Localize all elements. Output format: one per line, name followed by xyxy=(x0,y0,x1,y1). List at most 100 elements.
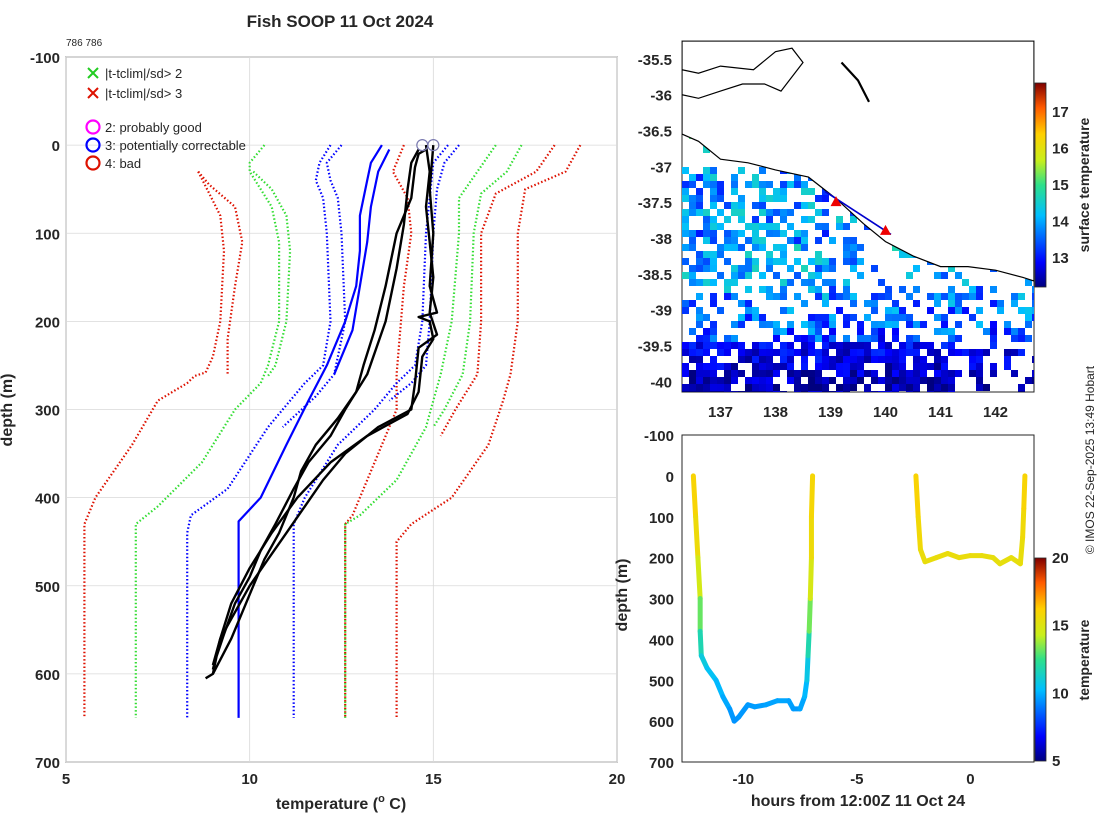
map-sst-pixel xyxy=(801,300,808,307)
map-sst-pixel xyxy=(899,363,906,370)
ts-ytick-label: 400 xyxy=(649,632,674,649)
map-sst-pixel xyxy=(752,384,759,391)
map-sst-pixel xyxy=(913,265,920,272)
map-sst-pixel xyxy=(724,391,731,392)
ts-segment-drop_1 xyxy=(804,653,811,683)
map-sst-pixel xyxy=(773,195,780,202)
sst-map: 137 138 139 140 141 142 -35.5 -36 -36.5 -37 -37.5 -… xyxy=(638,40,1092,421)
map-sst-pixel xyxy=(815,265,822,272)
map-sst-pixel xyxy=(822,230,829,237)
map-sst-pixel xyxy=(1004,321,1011,328)
map-sst-pixel xyxy=(745,223,752,230)
map-sst-pixel xyxy=(787,321,794,328)
ts-ylabel: depth (m) xyxy=(614,559,631,632)
map-sst-pixel xyxy=(703,258,710,265)
map-sst-pixel xyxy=(689,377,696,384)
map-sst-pixel xyxy=(836,216,843,223)
map-sst-pixel xyxy=(1025,314,1032,321)
map-sst-pixel xyxy=(682,370,689,377)
map-sst-pixel xyxy=(878,391,885,392)
map-sst-pixel xyxy=(745,251,752,258)
map-sst-pixel xyxy=(962,293,969,300)
map-sst-pixel xyxy=(710,230,717,237)
map-sst-pixel xyxy=(1011,370,1018,377)
map-sst-pixel xyxy=(759,167,766,174)
map-sst-pixel xyxy=(997,300,1004,307)
map-sst-pixel xyxy=(829,391,836,392)
map-sst-pixel xyxy=(689,391,696,392)
map-sst-pixel xyxy=(731,342,738,349)
map-colorbar-tick: 15 xyxy=(1052,177,1069,194)
map-sst-pixel xyxy=(822,377,829,384)
map-colorbar-label: surface temperature xyxy=(1076,117,1092,252)
map-sst-pixel xyxy=(815,328,822,335)
map-sst-pixel xyxy=(983,328,990,335)
map-sst-pixel xyxy=(738,349,745,356)
map-sst-pixel xyxy=(696,391,703,392)
map-sst-pixel xyxy=(766,384,773,391)
map-sst-pixel xyxy=(724,370,731,377)
map-sst-pixel xyxy=(808,321,815,328)
legend-label: 3: potentially correctable xyxy=(105,138,246,153)
map-sst-pixel xyxy=(773,335,780,342)
map-sst-pixel xyxy=(724,237,731,244)
map-sst-pixel xyxy=(815,286,822,293)
map-sst-pixel xyxy=(696,370,703,377)
map-sst-pixel xyxy=(927,349,934,356)
map-sst-pixel xyxy=(773,230,780,237)
map-sst-pixel xyxy=(1025,321,1032,328)
map-sst-pixel xyxy=(738,321,745,328)
map-sst-pixel xyxy=(864,384,871,391)
map-sst-pixel xyxy=(717,377,724,384)
profile-tick-labels: 5 10 15 20 -100 0 100 200 300 400 500 600 700 xyxy=(30,50,625,788)
legend-marker-x xyxy=(87,67,99,79)
map-sst-pixel xyxy=(843,377,850,384)
map-sst-pixel xyxy=(780,209,787,216)
map-sst-pixel xyxy=(941,363,948,370)
map-xtick-label: 138 xyxy=(763,404,788,421)
map-sst-pixel xyxy=(752,244,759,251)
profile-ytick-label: 700 xyxy=(35,755,60,772)
legend-label: 2: probably good xyxy=(105,120,202,135)
map-sst-pixel xyxy=(920,377,927,384)
map-sst-pixel xyxy=(857,335,864,342)
map-sst-pixel xyxy=(745,314,752,321)
map-sst-pixel xyxy=(759,321,766,328)
map-sst-pixel xyxy=(913,363,920,370)
map-sst-pixel xyxy=(682,188,689,195)
map-sst-pixel xyxy=(1032,377,1034,384)
map-sst-pixel xyxy=(822,349,829,356)
map-sst-pixel xyxy=(871,265,878,272)
credit-text: © IMOS 22-Sep-2025 13:49 Hobart xyxy=(1083,365,1097,554)
map-sst-pixel xyxy=(703,265,710,272)
map-sst-pixel xyxy=(899,356,906,363)
map-sst-pixel xyxy=(745,286,752,293)
map-sst-pixel xyxy=(710,167,717,174)
map-sst-pixel xyxy=(731,272,738,279)
map-sst-pixel xyxy=(773,223,780,230)
map-sst-pixel xyxy=(843,314,850,321)
map-sst-pixel xyxy=(787,328,794,335)
map-sst-pixel xyxy=(752,230,759,237)
map-sst-pixel xyxy=(717,251,724,258)
map-sst-pixel xyxy=(1018,335,1025,342)
map-sst-pixel xyxy=(738,342,745,349)
map-sst-pixel xyxy=(878,279,885,286)
map-sst-pixel xyxy=(710,377,717,384)
map-sst-pixel xyxy=(773,272,780,279)
map-sst-pixel xyxy=(766,391,773,392)
map-sst-pixel xyxy=(696,293,703,300)
map-sst-pixel xyxy=(864,314,871,321)
map-sst-pixel xyxy=(815,356,822,363)
map-sst-pixel xyxy=(955,370,962,377)
map-sst-pixel xyxy=(885,349,892,356)
map-sst-pixel xyxy=(780,293,787,300)
map-sst-pixel xyxy=(780,216,787,223)
map-sst-pixel xyxy=(731,202,738,209)
map-sst-pixel xyxy=(689,237,696,244)
map-sst-pixel xyxy=(801,384,808,391)
map-sst-pixel xyxy=(913,370,920,377)
map-sst-pixel xyxy=(801,391,808,392)
map-sst-pixel xyxy=(850,384,857,391)
map-sst-pixel xyxy=(696,356,703,363)
